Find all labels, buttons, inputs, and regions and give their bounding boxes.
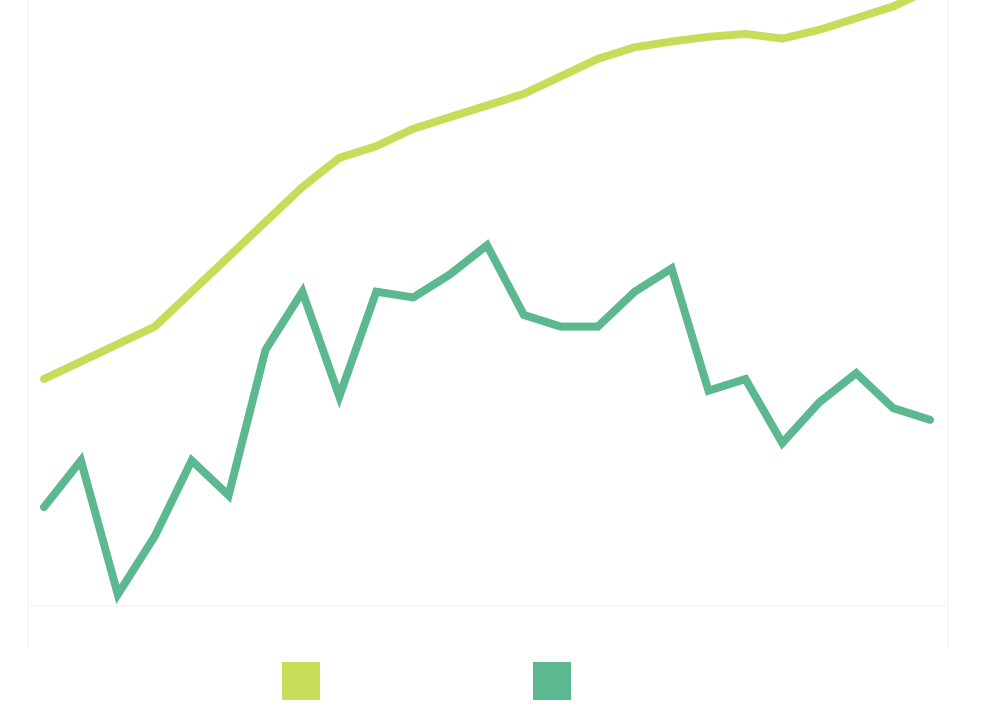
series-2-point-10[interactable]: [373, 288, 380, 295]
series-2-point-14[interactable]: [520, 312, 527, 318]
legend-item-series-2[interactable]: [533, 662, 579, 700]
series-2-point-6[interactable]: [225, 492, 232, 499]
series-1-point-4[interactable]: [151, 323, 158, 330]
series-2-point-5[interactable]: [188, 457, 195, 464]
series-1-point-15[interactable]: [557, 73, 564, 80]
series-1-point-5[interactable]: [188, 288, 195, 295]
series-1-point-21[interactable]: [779, 35, 786, 42]
series-2-point-4[interactable]: [151, 533, 158, 540]
series-2-point-9[interactable]: [336, 393, 343, 400]
series-2-point-19[interactable]: [705, 387, 712, 394]
series-1-point-12[interactable]: [447, 114, 454, 121]
series-2-point-7[interactable]: [262, 346, 269, 353]
series-2-point-15[interactable]: [557, 323, 564, 330]
series-1-point-23[interactable]: [853, 15, 860, 22]
series-layer: [40, 0, 934, 605]
series-2-point-23[interactable]: [853, 370, 860, 377]
series-1-point-11[interactable]: [410, 125, 417, 132]
plot-area-background: [28, 0, 948, 648]
legend-swatch-series-2: [533, 662, 571, 700]
series-2-point-3[interactable]: [114, 591, 121, 598]
series-2-point-20[interactable]: [742, 376, 749, 382]
series-1-point-14[interactable]: [520, 90, 527, 97]
series-1-point-6[interactable]: [225, 253, 232, 260]
series-2-point-21[interactable]: [779, 440, 786, 446]
series-1-point-10[interactable]: [373, 143, 380, 150]
series-2-point-2[interactable]: [77, 457, 84, 464]
series-2-point-11[interactable]: [410, 294, 417, 301]
legend-item-series-1[interactable]: [282, 662, 328, 700]
series-2-point-22[interactable]: [816, 399, 823, 406]
legend: [282, 662, 784, 700]
series-1-point-13[interactable]: [484, 102, 490, 109]
series-2-point-25[interactable]: [927, 416, 933, 423]
series-2-point-17[interactable]: [631, 288, 638, 295]
series-1-point-17[interactable]: [631, 44, 638, 51]
series-1-point-9[interactable]: [336, 154, 343, 161]
series-1-point-3[interactable]: [114, 341, 121, 348]
series-1-point-24[interactable]: [890, 3, 897, 10]
series-2-point-1[interactable]: [41, 504, 47, 511]
legend-swatch-series-1: [282, 662, 320, 700]
series-2-point-18[interactable]: [668, 265, 675, 272]
series-1-point-18[interactable]: [668, 38, 675, 45]
series-1-point-1[interactable]: [41, 376, 47, 382]
series-2-point-12[interactable]: [447, 271, 454, 278]
series-2-point-13[interactable]: [484, 242, 490, 249]
series-2-point-24[interactable]: [890, 405, 897, 412]
series-1-point-20[interactable]: [742, 30, 749, 37]
series-2-point-8[interactable]: [299, 288, 306, 295]
series-1-point-22[interactable]: [816, 26, 823, 33]
series-1-point-16[interactable]: [594, 55, 601, 62]
series-1-point-7[interactable]: [262, 218, 269, 225]
series-2-point-16[interactable]: [594, 323, 601, 330]
series-1-point-19[interactable]: [705, 33, 712, 40]
series-1-point-8[interactable]: [299, 184, 306, 190]
series-1-point-2[interactable]: [77, 358, 84, 365]
